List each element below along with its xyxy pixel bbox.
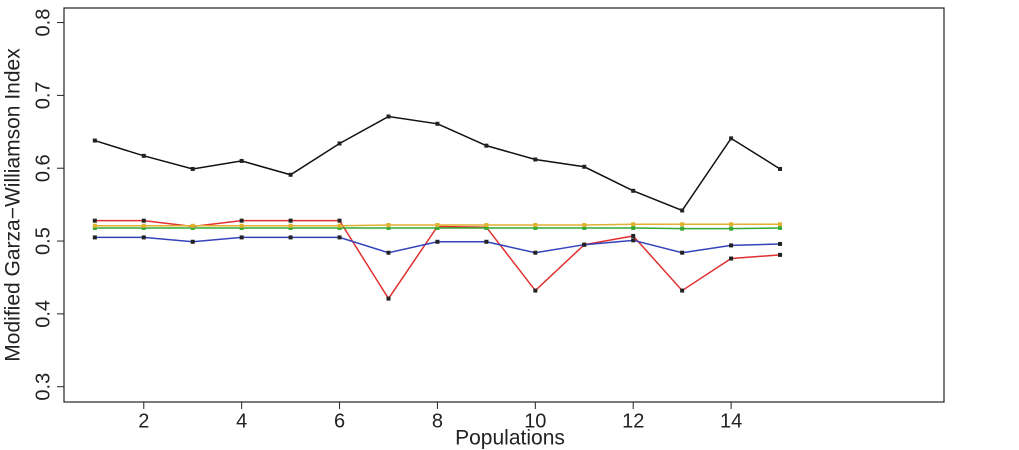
point: [533, 288, 538, 293]
point: [680, 226, 685, 231]
point: [582, 242, 587, 247]
point: [631, 225, 636, 230]
series-line: [94, 115, 781, 212]
series-line: [94, 236, 781, 254]
point: [435, 239, 440, 244]
point: [533, 225, 538, 230]
point: [239, 225, 244, 230]
point: [778, 252, 783, 257]
point: [484, 225, 489, 230]
point: [190, 223, 195, 228]
point: [239, 223, 244, 228]
point: [92, 138, 97, 143]
point: [337, 218, 342, 223]
point: [631, 188, 636, 193]
y-axis-title: Modified Garza−Williamson Index: [2, 48, 25, 362]
point: [288, 235, 293, 240]
point: [631, 222, 636, 227]
plot-frame: [63, 7, 945, 403]
point: [778, 241, 783, 246]
point: [729, 222, 734, 227]
point: [778, 222, 783, 227]
point: [680, 222, 685, 227]
point: [239, 158, 244, 163]
point: [337, 223, 342, 228]
point: [729, 256, 734, 261]
point: [141, 153, 146, 158]
point: [386, 114, 391, 119]
point: [386, 250, 391, 255]
point: [288, 223, 293, 228]
point: [337, 225, 342, 230]
point: [729, 136, 734, 141]
point: [680, 208, 685, 213]
point: [337, 141, 342, 146]
x-tick-label: 4: [236, 410, 247, 432]
y-tick-label: 0.3: [32, 373, 54, 401]
point: [92, 225, 97, 230]
point: [484, 239, 489, 244]
point: [141, 225, 146, 230]
point: [386, 223, 391, 228]
point: [582, 225, 587, 230]
point: [631, 238, 636, 243]
point: [533, 157, 538, 162]
point: [141, 235, 146, 240]
point: [680, 250, 685, 255]
y-tick-label: 0.8: [32, 9, 54, 37]
series-line: [94, 219, 781, 300]
point: [729, 243, 734, 248]
point: [190, 166, 195, 171]
point: [533, 250, 538, 255]
point: [582, 164, 587, 169]
x-tick-label: 2: [138, 410, 149, 432]
y-tick-label: 0.6: [32, 154, 54, 182]
point: [288, 172, 293, 177]
x-tick-label: 10: [524, 410, 546, 432]
point: [680, 288, 685, 293]
point: [631, 233, 636, 238]
point: [778, 166, 783, 171]
point: [288, 225, 293, 230]
point: [92, 235, 97, 240]
y-tick-label: 0.7: [32, 81, 54, 109]
point: [239, 235, 244, 240]
point: [484, 143, 489, 148]
x-tick-label: 8: [432, 410, 443, 432]
point: [435, 223, 440, 228]
point: [239, 218, 244, 223]
y-tick-label: 0.5: [32, 227, 54, 255]
point: [92, 223, 97, 228]
point: [386, 225, 391, 230]
x-axis-title: Populations: [455, 427, 565, 450]
point: [141, 218, 146, 223]
point: [582, 223, 587, 228]
point: [533, 223, 538, 228]
point: [92, 218, 97, 223]
point: [190, 239, 195, 244]
point: [729, 226, 734, 231]
point: [435, 121, 440, 126]
y-tick-label: 0.4: [32, 300, 54, 328]
x-tick-label: 12: [622, 410, 644, 432]
point: [190, 225, 195, 230]
point: [435, 225, 440, 230]
point: [141, 223, 146, 228]
x-tick-label: 14: [720, 410, 742, 432]
point: [484, 223, 489, 228]
point: [288, 218, 293, 223]
point: [386, 296, 391, 301]
x-tick-label: 6: [334, 410, 345, 432]
point: [778, 225, 783, 230]
point: [337, 235, 342, 240]
